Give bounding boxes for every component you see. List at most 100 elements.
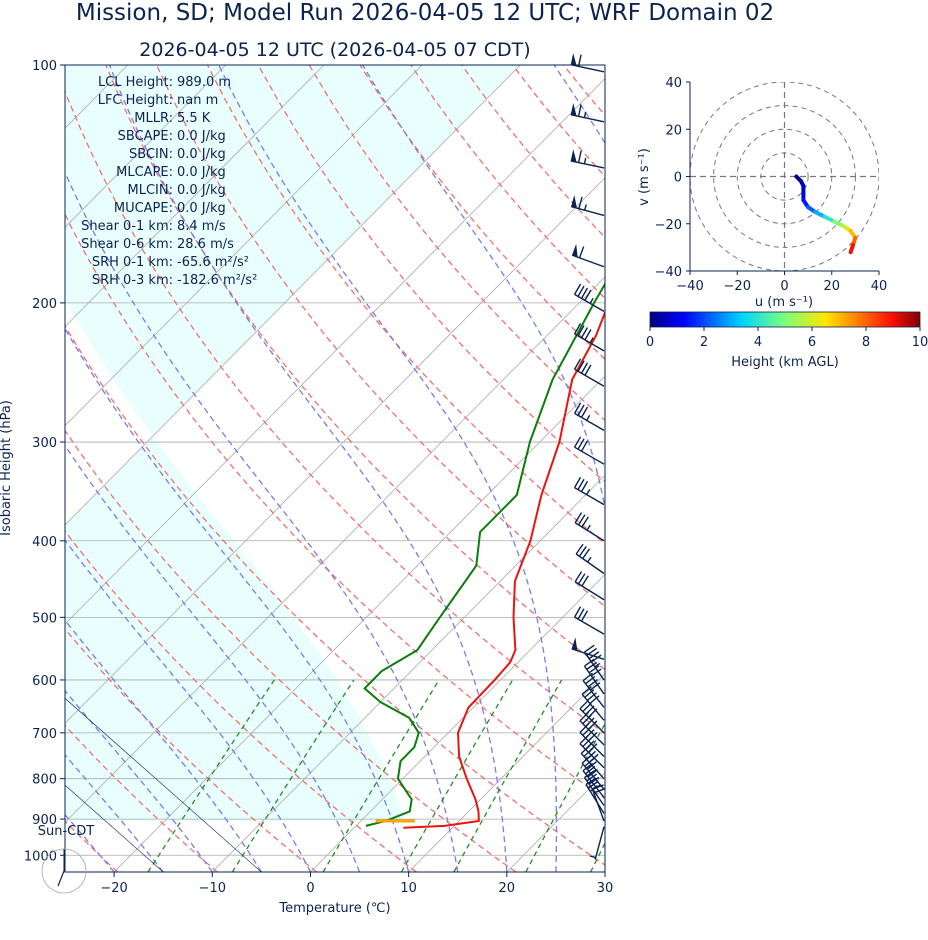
barb-staff: [584, 778, 604, 806]
stat-value: -65.6 m²/s²: [177, 255, 249, 270]
colorbar-gradient: [650, 312, 920, 327]
stat-value: 0.0 J/kg: [177, 165, 226, 180]
stat-label: SBCIN:: [129, 147, 173, 162]
hodo-y-tick-label: −20: [655, 218, 682, 233]
stat-value: 0.0 J/kg: [177, 183, 226, 198]
isotherm-line: [310, 65, 928, 872]
colorbar-tick-label: 8: [862, 335, 870, 350]
barb-full: [579, 105, 581, 117]
x-tick-label: −20: [100, 881, 127, 896]
barb-staff: [571, 161, 604, 168]
sun-dial-hand: [58, 871, 64, 886]
figure-title: Mission, SD; Model Run 2026-04-05 12 UTC…: [76, 0, 774, 26]
hodo-y-tick-label: 0: [674, 171, 682, 186]
stat-label: LFC Height:: [98, 93, 173, 108]
x-tick-label: 0: [306, 881, 314, 896]
barb-staff: [571, 207, 604, 216]
isotherm-line: [801, 65, 928, 872]
parcel-area: [0, 65, 520, 821]
hodo-y-tick-label: −40: [655, 265, 682, 280]
stat-label: MUCAPE:: [114, 201, 173, 216]
mixing-ratio-line: [638, 680, 734, 872]
wind-barb: [571, 149, 604, 168]
hodo-y-label: v (m s⁻¹): [637, 148, 652, 206]
stat-label: Shear 0-1 km:: [81, 219, 173, 234]
barb-flag: [572, 244, 578, 257]
stat-value: -182.6 m²/s²: [177, 273, 257, 288]
barb-staff: [576, 554, 604, 574]
y-tick-label: 100: [32, 59, 57, 74]
wind-barb: [571, 195, 604, 215]
dry-adiabat: [818, 65, 928, 872]
y-axis-label: Isobaric Height (hPa): [0, 400, 14, 536]
figure-subtitle: 2026-04-05 12 UTC (2026-04-05 07 CDT): [139, 39, 530, 61]
barb-half: [588, 557, 591, 562]
stat-label: SRH 0-1 km:: [92, 255, 173, 270]
y-tick-label: 1000: [24, 849, 57, 864]
stat-value: 28.6 m/s: [177, 237, 234, 252]
wind-barb: [572, 244, 604, 267]
colorbar-tick-label: 4: [754, 335, 762, 350]
y-tick-label: 700: [32, 727, 57, 742]
wind-barb: [571, 103, 604, 122]
dry-adiabat: [563, 65, 928, 872]
x-tick-label: 10: [400, 881, 417, 896]
barb-flag: [571, 149, 577, 162]
barb-half: [587, 525, 590, 530]
dry-adiabat: [309, 65, 928, 872]
colorbar-tick-label: 6: [808, 335, 816, 350]
dry-adiabat: [614, 65, 928, 872]
wind-barb: [575, 403, 604, 430]
stat-label: SRH 0-3 km:: [92, 273, 173, 288]
dry-adiabat: [513, 65, 928, 872]
barb-staff: [571, 65, 604, 72]
colorbar-tick-label: 0: [646, 335, 654, 350]
hodo-y-tick-label: 20: [665, 123, 682, 138]
wind-barb: [590, 827, 604, 860]
stat-value: 0.0 J/kg: [177, 147, 226, 162]
barb-staff: [572, 255, 604, 267]
temperature-trace: [403, 65, 815, 828]
wind-barb: [575, 437, 604, 464]
barb-half: [590, 856, 596, 858]
y-tick-label: 300: [32, 436, 57, 451]
y-tick-label: 400: [32, 535, 57, 550]
sun-label: Sun-CDT: [38, 824, 95, 839]
mixing-ratio-line: [402, 680, 513, 872]
x-tick-label: −10: [199, 881, 226, 896]
y-tick-label: 600: [32, 674, 57, 689]
x-tick-label: 30: [597, 881, 614, 896]
moist-adiabat: [703, 65, 805, 872]
dry-adiabat: [462, 65, 928, 872]
stat-label: MLLR:: [134, 111, 173, 126]
barb-half: [584, 158, 585, 164]
isotherm-line: [507, 65, 928, 872]
hodo-x-label: u (m s⁻¹): [755, 295, 813, 310]
barb-full: [579, 151, 581, 163]
colorbar-tick-label: 2: [700, 335, 708, 350]
moist-adiabat: [554, 65, 698, 872]
barb-flag: [571, 103, 577, 116]
barb-full: [580, 247, 584, 258]
barb-flag: [571, 53, 577, 66]
wind-barb: [571, 53, 604, 72]
dry-adiabat: [869, 65, 928, 872]
hodo-x-tick-label: 40: [871, 279, 888, 294]
stat-value: 0.0 J/kg: [177, 201, 226, 216]
wind-barb: [576, 544, 604, 573]
y-tick-label: 200: [32, 297, 57, 312]
stat-value: 989.0 m: [177, 75, 231, 90]
y-tick-label: 800: [32, 773, 57, 788]
x-tick-label: 20: [499, 881, 516, 896]
isotherm-line: [703, 65, 928, 872]
barb-staff: [575, 447, 604, 464]
hodo-segment: [851, 245, 853, 252]
mixing-ratio-line: [454, 680, 562, 872]
isotherm-line: [605, 65, 928, 872]
barb-full: [579, 197, 582, 209]
isotherm-line: [409, 65, 928, 872]
